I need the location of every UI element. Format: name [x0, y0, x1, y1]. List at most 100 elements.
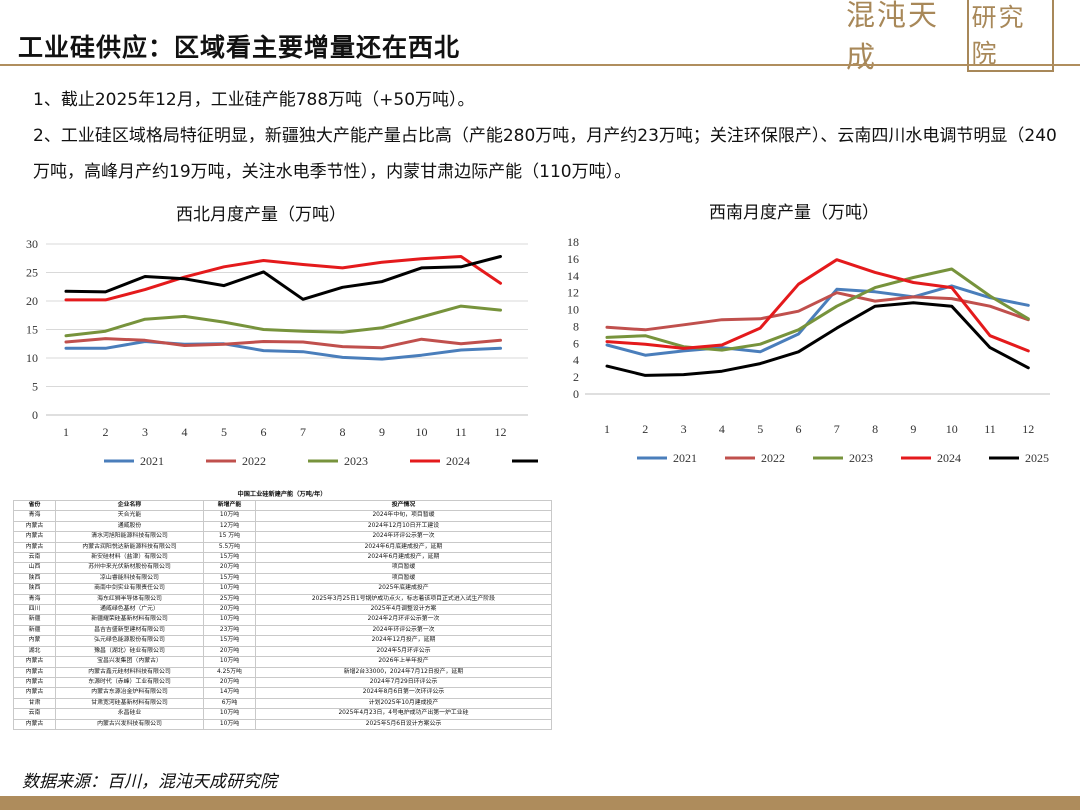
x-tick-label: 8	[872, 422, 878, 436]
cell-status: 2024年2月环评公示第一次	[255, 614, 552, 626]
cell-capacity: 15万吨	[203, 572, 256, 585]
cell-province: 云南	[13, 552, 56, 564]
series-line-2025	[605, 301, 1030, 377]
cell-capacity: 6万吨	[203, 697, 256, 710]
cell-status: 2026年上半年投产	[255, 656, 552, 668]
y-tick-label: 5	[32, 380, 38, 394]
cell-province: 甘肃	[13, 697, 56, 710]
cell-province: 内蒙古	[13, 541, 56, 554]
cell-company: 内蒙古润阳悦达新能源科技有限公司	[55, 541, 204, 554]
cell-company: 商南中剑实业有限责任公司	[55, 583, 204, 595]
table-row: 新疆 新疆耀荣硅基新材料有限公司 10万吨 2024年2月环评公示第一次	[13, 614, 552, 626]
y-tick-label: 6	[573, 336, 579, 350]
cell-company: 通威绿色基材（广元）	[55, 604, 204, 616]
table-row: 甘肃 甘肃宽河硅基新材料有限公司 6万吨 计划2025年10月建成投产	[13, 697, 552, 710]
x-tick-label: 12	[1022, 422, 1034, 436]
series-line-2022	[605, 291, 1030, 332]
legend-label-2024: 2024	[446, 454, 470, 468]
table-row: 内蒙古 东源时代（赤峰）工业有限公司 20万吨 2024年7月29日环评公示	[13, 676, 552, 689]
cell-capacity: 25万吨	[203, 593, 256, 606]
y-tick-label: 8	[573, 319, 579, 333]
table-row: 内蒙古 内蒙古东源冶金炉料有限公司 14万吨 2024年8月6日第一次环评公示	[13, 687, 552, 699]
cell-province: 内蒙古	[13, 666, 56, 678]
table-row: 青海 天合光能 10万吨 2024年中旬，项目暂缓	[13, 510, 552, 522]
cell-capacity: 15万吨	[203, 552, 256, 564]
y-tick-label: 20	[26, 294, 38, 308]
x-tick-label: 11	[455, 425, 467, 439]
series-line-2024	[64, 255, 502, 302]
y-tick-label: 0	[32, 408, 38, 422]
header-company: 企业名称	[55, 499, 204, 512]
table-row: 内蒙古 清水河旭阳能源科技有限公司 15 万吨 2024年环评公示第一次	[13, 531, 552, 543]
cell-company: 海东红狮半导体有限公司	[55, 593, 204, 606]
legend-label-2022: 2022	[242, 454, 266, 468]
legend-label-2025: 2025	[1025, 451, 1049, 465]
cell-company: 昌吉吉盛新型建材有限公司	[55, 624, 204, 637]
cell-capacity: 10万吨	[203, 656, 256, 668]
cell-status: 2024年12月10日开工建设	[255, 520, 552, 533]
cell-capacity: 23万吨	[203, 624, 256, 637]
table-row: 内蒙古 内蒙古润阳悦达新能源科技有限公司 5.5万吨 2024年6月底建成投产，延期	[13, 541, 552, 554]
x-tick-label: 2	[642, 422, 648, 436]
y-tick-label: 0	[573, 387, 579, 401]
y-tick-label: 2	[573, 370, 579, 384]
cell-province: 内蒙古	[13, 676, 56, 689]
table-row: 青海 海东红狮半导体有限公司 25万吨 2025年3月25日1号锅炉成功点火，标志着该…	[13, 593, 552, 606]
new-capacity-table-panel: 中国工业硅新建产能（万吨/年） 省份 企业名称 新增产能 投产情况 青海 天合光能…	[13, 489, 552, 761]
table-row: 陕西 商南中剑实业有限责任公司 10万吨 2025年底建成投产	[13, 583, 552, 595]
y-tick-label: 4	[573, 353, 579, 367]
brand-logo: 混沌天成 研究院	[846, 0, 1054, 74]
cell-status: 2024年7月29日环评公示	[255, 676, 552, 689]
cell-province: 湖北	[13, 645, 56, 658]
series-line-2023	[64, 304, 502, 338]
table-header-row: 省份 企业名称 新增产能 投产情况	[13, 499, 552, 512]
cell-status: 2024年5月环评公示	[255, 645, 552, 658]
cell-capacity: 15 万吨	[203, 531, 256, 543]
cell-status: 项目暂缓	[255, 572, 552, 585]
cell-capacity: 10万吨	[203, 718, 256, 730]
cell-company: 宝昌兴发集团（内蒙古）	[55, 656, 204, 668]
header-new-capacity: 新增产能	[203, 499, 256, 512]
x-tick-label: 7	[300, 425, 306, 439]
series-line-2021	[605, 284, 1030, 357]
series-line-2021	[64, 340, 502, 361]
table-row: 陕西 凉山睿能科技有限公司 15万吨 项目暂缓	[13, 572, 552, 585]
table-row: 内蒙古 内蒙古鑫元硅材料科技有限公司 4.25万吨 新增2台33000，2024年7月…	[13, 666, 552, 678]
cell-status: 2025年3月25日1号锅炉成功点火，标志着该项目正式进入试生产阶段	[255, 593, 552, 606]
x-tick-label: 8	[340, 425, 346, 439]
x-tick-label: 9	[379, 425, 385, 439]
cell-capacity: 4.25万吨	[203, 666, 256, 678]
cell-capacity: 10万吨	[203, 510, 256, 522]
cell-status: 2024年6月建成投产，延期	[255, 552, 552, 564]
y-tick-label: 18	[567, 235, 579, 249]
x-tick-label: 5	[757, 422, 763, 436]
chart-title-southwest: 西南月度产量（万吨）	[709, 203, 879, 223]
series-line-2024	[605, 258, 1030, 353]
table-row: 云南 新安硅材料（盐津）有限公司 15万吨 2024年6月建成投产，延期	[13, 552, 552, 564]
cell-company: 东源时代（赤峰）工业有限公司	[55, 676, 204, 689]
cell-company: 内蒙古鑫元硅材料科技有限公司	[55, 666, 204, 678]
cell-company: 凉山睿能科技有限公司	[55, 572, 204, 585]
table-row: 内蒙古 通威股份 12万吨 2024年12月10日开工建设	[13, 520, 552, 533]
legend-label-2023: 2023	[344, 454, 368, 468]
cell-company: 清水河旭阳能源科技有限公司	[55, 531, 204, 543]
footer-bar	[0, 796, 1080, 810]
cell-status: 2024年8月6日第一次环评公示	[255, 687, 552, 699]
chart-title-northwest: 西北月度产量（万吨）	[176, 205, 346, 225]
cell-province: 山西	[13, 562, 56, 574]
x-tick-label: 4	[182, 425, 188, 439]
cell-province: 内蒙古	[13, 718, 56, 730]
x-tick-label: 7	[834, 422, 840, 436]
summary-point-2: 2、工业硅区域格局特征明显，新疆独大产能产量占比高（产能280万吨，月产约23万…	[33, 126, 1057, 182]
series-line-2023	[605, 267, 1030, 352]
y-tick-label: 10	[26, 351, 38, 365]
legend-label-2023: 2023	[849, 451, 873, 465]
cell-status: 项目暂缓	[255, 562, 552, 574]
cell-company: 弘元绿色能源股份有限公司	[55, 635, 204, 647]
cell-province: 内蒙古	[13, 687, 56, 699]
y-tick-label: 16	[567, 252, 579, 266]
y-tick-label: 25	[26, 266, 38, 280]
cell-company: 豫昌（湖北）硅业有限公司	[55, 645, 204, 658]
header-province: 省份	[13, 499, 56, 512]
cell-company: 新安硅材料（盐津）有限公司	[55, 552, 204, 564]
